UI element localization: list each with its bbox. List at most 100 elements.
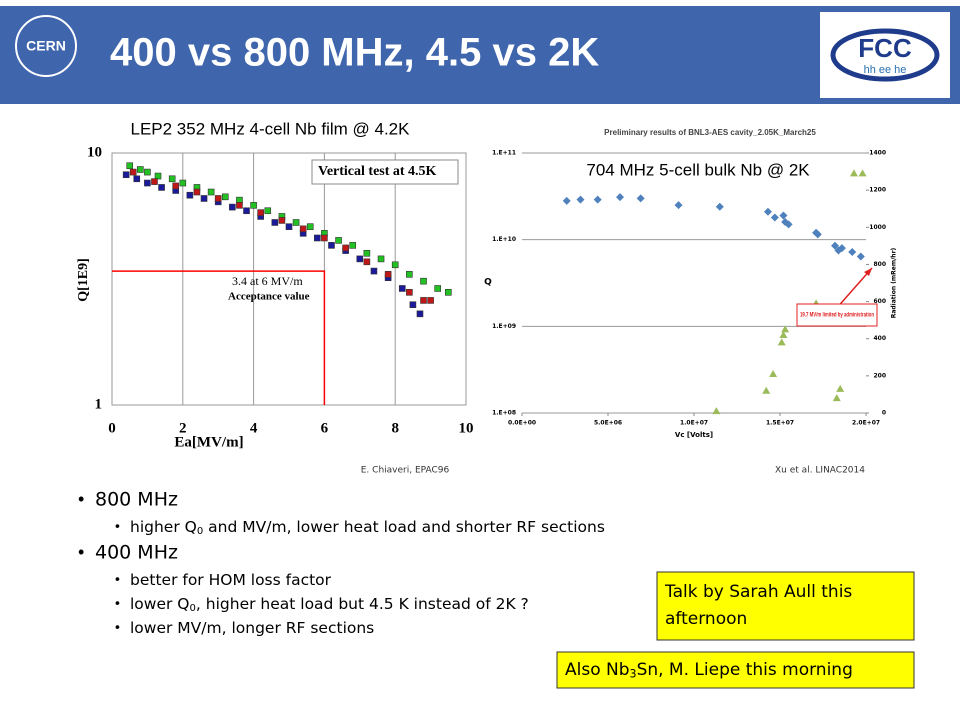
chart-caption: LEP2 352 MHz 4-cell Nb film @ 4.2K [131, 119, 411, 138]
subscript: 0 [197, 526, 203, 537]
annotation: 3.4 at 6 MV/m [232, 274, 303, 288]
point [769, 370, 778, 377]
point [398, 285, 406, 292]
point [562, 196, 571, 205]
bullet-dot: • [115, 595, 120, 611]
point [342, 244, 349, 252]
y2-tick-label: 0 [882, 410, 886, 417]
point [243, 207, 250, 215]
note-box [556, 651, 915, 689]
point [779, 211, 788, 220]
y-tick-label: 1.E+09 [492, 323, 516, 330]
point [420, 277, 427, 285]
annotation-box [796, 303, 878, 327]
point [831, 241, 840, 250]
point [129, 168, 137, 176]
point [784, 220, 793, 229]
y-tick-label: 1.E+10 [492, 236, 516, 243]
point [292, 219, 300, 226]
annotation-arrow [834, 267, 873, 311]
point [221, 193, 229, 201]
cern-logo-ring [15, 15, 77, 77]
note-box [656, 571, 915, 641]
y-axis-label: Q [484, 278, 492, 288]
point [321, 234, 328, 242]
point [715, 202, 724, 211]
point [144, 179, 151, 187]
y2-tick-label: 1200 [869, 187, 886, 194]
text-span: Also Nb [565, 660, 630, 680]
point [179, 179, 187, 187]
text-span: Sn, M. Liepe this morning [637, 660, 853, 680]
text-span: , higher heat load but 4.5 K instead of … [196, 595, 529, 613]
point [186, 191, 194, 199]
plot-area [522, 153, 866, 413]
point [335, 237, 342, 244]
annotation: Acceptance value [228, 291, 310, 303]
header-bar [0, 6, 960, 104]
point [770, 213, 779, 222]
text-line: higher Q0 and MV/m, lower heat load and … [130, 518, 605, 537]
point [762, 386, 771, 394]
point [813, 230, 822, 239]
point [250, 202, 257, 209]
fcc-logo-ring [830, 28, 940, 82]
chart-caption: 704 MHz 5-cell bulk Nb @ 2K [586, 160, 810, 179]
point [777, 338, 786, 346]
text-span: better for HOM loss factor [130, 571, 332, 589]
x-tick-label: 1.5E+07 [766, 420, 794, 427]
point [849, 169, 858, 177]
plot-area [111, 152, 467, 406]
annotation: 19.7 MV/m limited by administration [800, 313, 874, 319]
annotation: Vertical test at 4.5K [318, 164, 437, 179]
y-tick-label: 10 [87, 144, 102, 160]
point [122, 171, 130, 179]
bullet-dot: • [78, 542, 84, 562]
subscript: 0 [190, 603, 196, 614]
bullet-dot: • [115, 619, 120, 635]
y2-axis-label: Radiation (mRem/hr) [891, 247, 898, 318]
point [193, 188, 201, 196]
point [285, 223, 293, 230]
slide-title: 400 vs 800 MHz, 4.5 vs 2K [110, 31, 599, 75]
point [370, 267, 378, 275]
point [377, 255, 385, 263]
point [781, 325, 790, 333]
point [349, 242, 357, 249]
point [576, 195, 585, 204]
text-span: and MV/m, lower heat load and shorter RF… [203, 518, 605, 536]
point [416, 310, 424, 318]
point [207, 188, 215, 196]
fcc-logo-box [820, 12, 950, 98]
point [848, 248, 857, 257]
point [271, 219, 279, 226]
point [158, 184, 165, 191]
text-line: lower MV/m, longer RF sections [130, 619, 374, 637]
point [406, 289, 413, 296]
y-tick-label: 1.E+08 [492, 410, 516, 417]
x-tick-label: 8 [391, 420, 399, 436]
y-tick-label: 1 [95, 396, 103, 412]
point [409, 301, 417, 309]
point [444, 289, 452, 296]
acceptance-line [112, 270, 326, 405]
point [154, 172, 162, 180]
point [236, 202, 243, 209]
y2-tick-label: 400 [873, 335, 886, 342]
point [674, 201, 683, 210]
point [836, 384, 845, 392]
point [858, 169, 867, 177]
bullet-text: 800 MHz [95, 489, 178, 511]
point [384, 271, 392, 278]
x-tick-label: 2.0E+07 [852, 420, 880, 427]
x-tick-label: 5.0E+06 [594, 420, 622, 427]
point [151, 178, 158, 185]
x-tick-label: 1.0E+07 [680, 420, 708, 427]
point [832, 394, 841, 402]
point [837, 244, 846, 253]
text-line: Also Nb3Sn, M. Liepe this morning [565, 660, 853, 680]
y2-tick-label: 600 [873, 298, 886, 305]
point [427, 297, 434, 304]
point [856, 252, 865, 261]
